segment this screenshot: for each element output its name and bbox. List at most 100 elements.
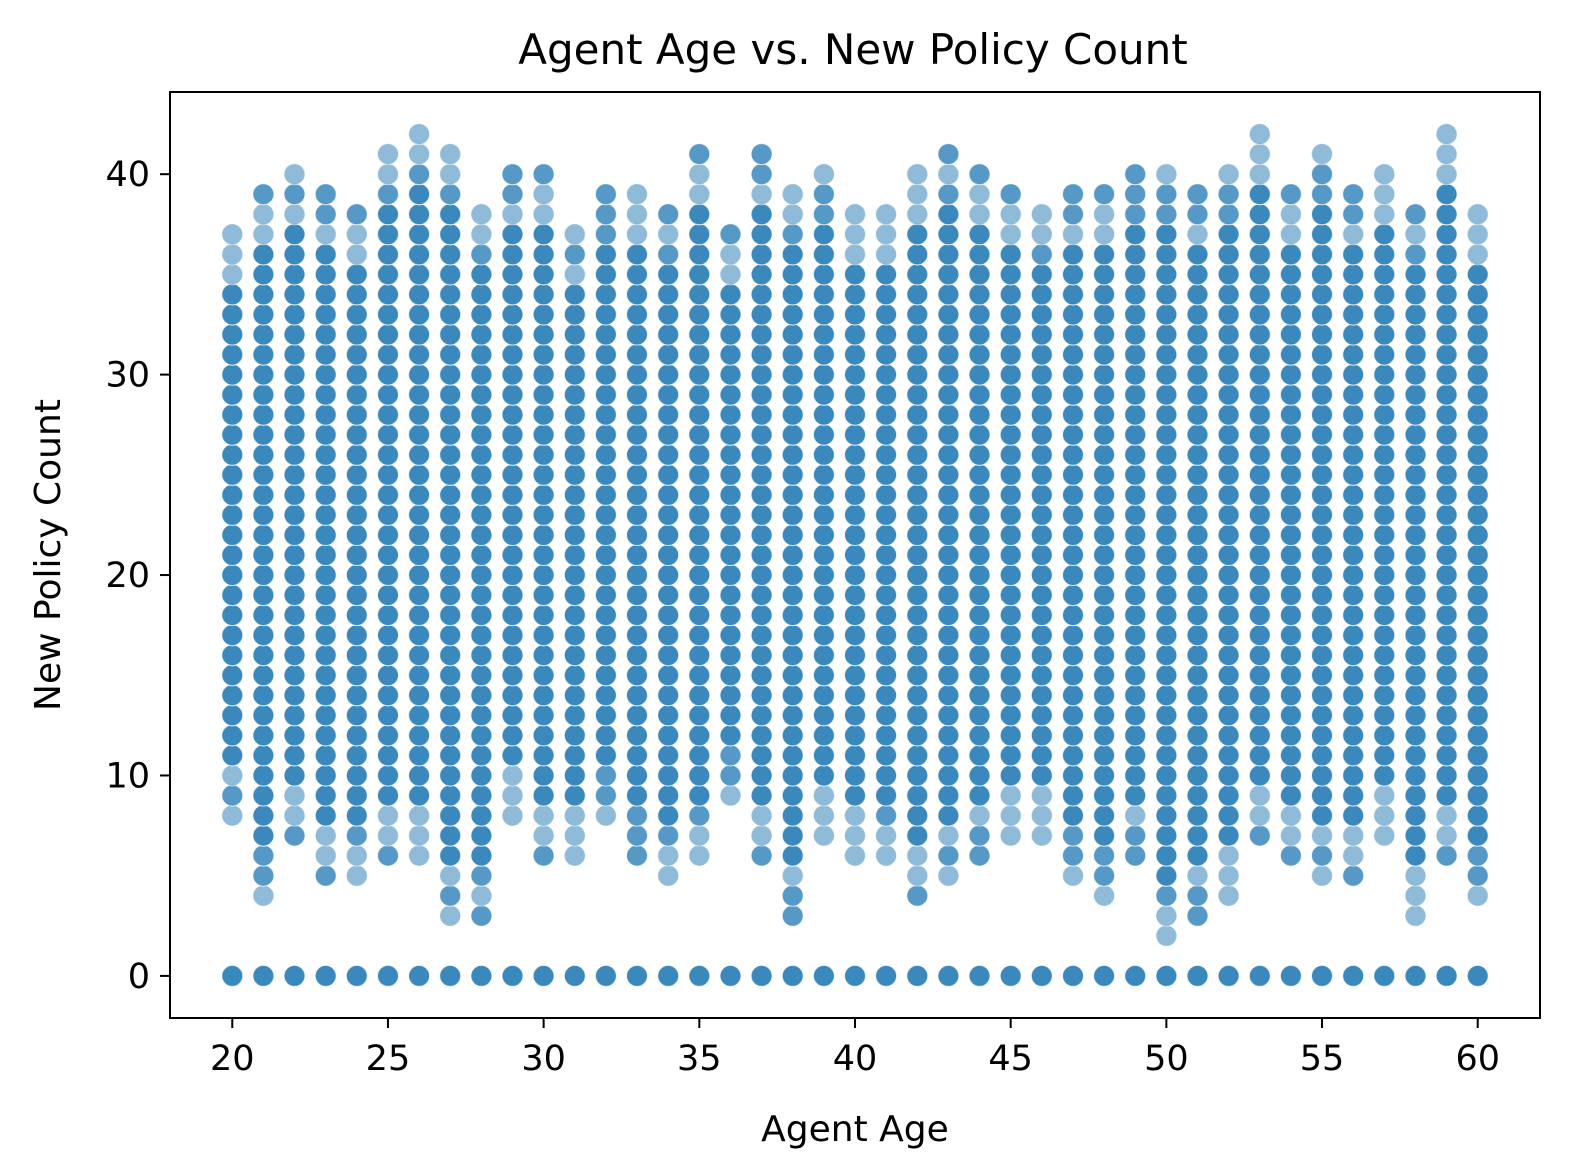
scatter-point <box>781 904 804 927</box>
scatter-point <box>501 544 524 566</box>
scatter-point-zero <box>221 964 244 987</box>
scatter-point <box>594 764 617 787</box>
scatter-point <box>501 744 524 767</box>
scatter-point <box>1155 644 1178 667</box>
scatter-point <box>283 704 306 727</box>
scatter-point <box>1062 524 1084 546</box>
scatter-point <box>1373 524 1396 546</box>
scatter-point <box>1311 604 1333 627</box>
scatter-point <box>1311 744 1333 767</box>
scatter-point <box>1093 584 1116 607</box>
scatter-point <box>470 383 493 406</box>
scatter-point <box>1342 784 1365 807</box>
scatter-point <box>781 584 804 607</box>
scatter-point <box>501 223 524 246</box>
scatter-point <box>1030 223 1053 246</box>
scatter-point <box>999 684 1022 707</box>
scatter-point <box>563 263 586 286</box>
scatter-point <box>1342 584 1365 607</box>
scatter-point <box>377 303 399 326</box>
scatter-point <box>345 283 368 306</box>
scatter-point-zero <box>1279 964 1302 987</box>
scatter-point <box>906 203 929 226</box>
scatter-point <box>875 483 898 506</box>
scatter-point <box>999 664 1022 687</box>
scatter-point <box>968 584 991 607</box>
scatter-point <box>657 764 680 787</box>
scatter-point <box>1466 884 1489 907</box>
scatter-point <box>906 163 929 186</box>
scatter-point <box>221 684 244 707</box>
scatter-point <box>314 844 337 867</box>
scatter-point <box>345 704 368 727</box>
scatter-point <box>812 323 835 346</box>
scatter-point <box>968 263 991 286</box>
scatter-point <box>1248 183 1271 206</box>
scatter-point <box>470 323 493 346</box>
scatter-point <box>314 664 337 687</box>
scatter-point <box>345 503 368 526</box>
scatter-point <box>1124 243 1147 266</box>
scatter-point <box>1311 303 1333 326</box>
scatter-point <box>1435 544 1458 566</box>
scatter-point <box>688 604 711 627</box>
scatter-point <box>1404 383 1427 406</box>
scatter-point <box>314 203 337 226</box>
scatter-point <box>1466 423 1489 446</box>
scatter-point <box>1155 363 1178 386</box>
scatter-point <box>283 443 306 466</box>
scatter-point <box>968 383 991 406</box>
scatter-point <box>314 524 337 546</box>
scatter-point <box>408 323 431 346</box>
scatter-point <box>470 343 493 366</box>
scatter-point <box>844 383 866 406</box>
scatter-point <box>221 403 244 426</box>
scatter-point <box>781 343 804 366</box>
scatter-point <box>688 423 711 446</box>
scatter-point <box>968 503 991 526</box>
scatter-point <box>968 664 991 687</box>
scatter-point <box>314 263 337 286</box>
scatter-point <box>750 263 773 286</box>
scatter-point <box>594 223 617 246</box>
scatter-point <box>1373 604 1396 627</box>
scatter-point <box>1186 403 1209 426</box>
scatter-point <box>1062 544 1084 566</box>
scatter-point <box>1373 363 1396 386</box>
scatter-point <box>1030 704 1053 727</box>
scatter-point <box>283 283 306 306</box>
scatter-point <box>532 463 555 486</box>
scatter-point <box>1217 824 1240 847</box>
scatter-point <box>1124 684 1147 707</box>
scatter-point <box>221 664 244 687</box>
scatter-point <box>1404 503 1427 526</box>
scatter-point <box>1466 544 1489 566</box>
scatter-point <box>314 864 337 887</box>
scatter-point <box>688 524 711 546</box>
scatter-point <box>1124 744 1147 767</box>
scatter-point <box>1124 524 1147 546</box>
scatter-point <box>563 584 586 607</box>
scatter-point <box>781 704 804 727</box>
scatter-point <box>968 363 991 386</box>
scatter-point <box>283 203 306 226</box>
scatter-point <box>719 363 742 386</box>
scatter-point <box>1217 804 1240 827</box>
scatter-point <box>283 263 306 286</box>
scatter-point <box>1279 423 1302 446</box>
scatter-point <box>314 764 337 787</box>
scatter-point <box>1062 644 1084 667</box>
scatter-point <box>906 343 929 366</box>
scatter-point <box>439 463 462 486</box>
scatter-point <box>345 764 368 787</box>
scatter-point <box>1466 483 1489 506</box>
scatter-point <box>283 503 306 526</box>
scatter-point <box>1124 624 1147 647</box>
scatter-point <box>812 183 835 206</box>
scatter-point <box>875 844 898 867</box>
scatter-point <box>283 684 306 707</box>
scatter-point <box>1248 624 1271 647</box>
scatter-point <box>968 223 991 246</box>
scatter-point <box>688 343 711 366</box>
